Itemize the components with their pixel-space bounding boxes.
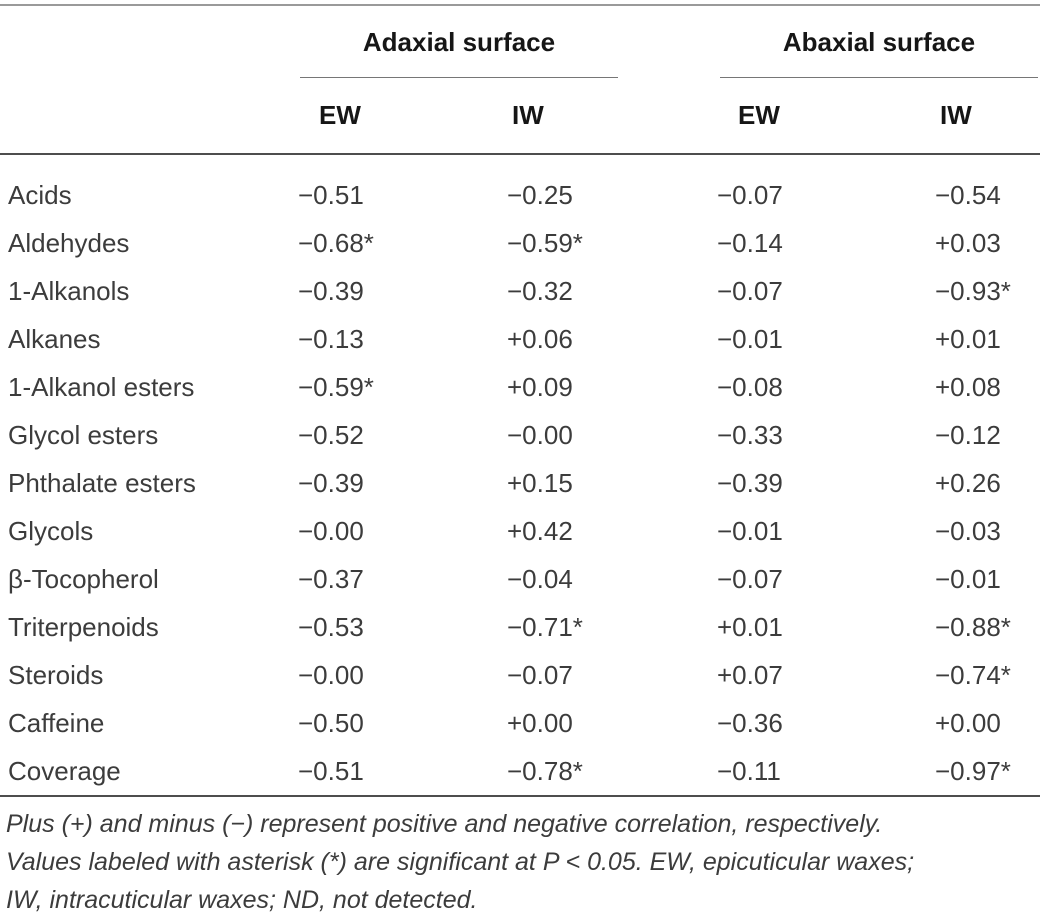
table-row: Steroids −0.00 −0.07 +0.07 −0.74*	[0, 651, 1040, 699]
footnote-line: Values labeled with asterisk (*) are sig…	[6, 848, 915, 876]
row-label: Coverage	[8, 755, 121, 786]
row-label: β-Tocopherol	[8, 563, 159, 594]
correlation-value: −0.00	[298, 515, 364, 546]
subheader-adaxial-iw: IW	[512, 100, 544, 130]
correlation-value: −0.74*	[935, 659, 1011, 690]
table-group-header-row: Adaxial surface Abaxial surface	[0, 6, 1040, 78]
correlation-value: −0.68*	[298, 227, 374, 258]
correlation-value: +0.00	[935, 707, 1001, 738]
correlation-value: +0.01	[935, 323, 1001, 354]
column-group-adaxial: Adaxial surface	[298, 6, 717, 78]
subheader-adaxial-ew: EW	[319, 100, 361, 130]
table-header-rule	[0, 153, 1040, 155]
table-row: Caffeine −0.50 +0.00 −0.36 +0.00	[0, 699, 1040, 747]
row-label: Caffeine	[8, 707, 105, 738]
table-row: Glycols −0.00 +0.42 −0.01 −0.03	[0, 507, 1040, 555]
correlation-value: +0.15	[507, 467, 573, 498]
column-group-abaxial: Abaxial surface	[717, 6, 1040, 78]
table-row: Coverage −0.51 −0.78* −0.11 −0.97*	[0, 747, 1040, 795]
row-label: Glycols	[8, 515, 94, 546]
subheader-abaxial-iw: IW	[940, 100, 972, 130]
correlation-value: −0.07	[717, 563, 783, 594]
correlation-value: +0.01	[717, 611, 783, 642]
row-label: Triterpenoids	[8, 611, 159, 642]
correlation-value: −0.12	[935, 419, 1001, 450]
row-label: 1-Alkanol esters	[8, 371, 195, 402]
correlation-value: −0.53	[298, 611, 364, 642]
correlation-value: −0.36	[717, 707, 783, 738]
correlation-value: +0.42	[507, 515, 573, 546]
correlation-value: −0.33	[717, 419, 783, 450]
correlation-value: −0.01	[935, 563, 1001, 594]
correlation-value: −0.01	[717, 515, 783, 546]
column-group-adaxial-label: Adaxial surface	[300, 6, 618, 78]
table-top-rule	[0, 4, 1040, 6]
correlation-value: −0.39	[298, 467, 364, 498]
table-row: 1-Alkanol esters −0.59* +0.09 −0.08 +0.08	[0, 363, 1040, 411]
correlation-value: +0.26	[935, 467, 1001, 498]
correlation-value: −0.71*	[507, 611, 583, 642]
correlation-value: −0.50	[298, 707, 364, 738]
correlation-value: −0.08	[717, 371, 783, 402]
table-row: Glycol esters −0.52 −0.00 −0.33 −0.12	[0, 411, 1040, 459]
correlation-table: Adaxial surface Abaxial surface EW IW EW…	[0, 4, 1040, 919]
correlation-value: −0.59*	[507, 227, 583, 258]
table-row: Triterpenoids −0.53 −0.71* +0.01 −0.88*	[0, 603, 1040, 651]
correlation-value: −0.03	[935, 515, 1001, 546]
correlation-value: −0.07	[717, 275, 783, 306]
correlation-value: −0.37	[298, 563, 364, 594]
table-bottom-rule	[0, 795, 1040, 797]
row-label: Phthalate esters	[8, 467, 196, 498]
table-subheader-row: EW IW EW IW	[0, 78, 1040, 153]
correlation-value: −0.88*	[935, 611, 1011, 642]
correlation-value: −0.39	[298, 275, 364, 306]
table-footnote: Plus (+) and minus (−) represent positiv…	[0, 805, 1040, 919]
table-row: β-Tocopherol −0.37 −0.04 −0.07 −0.01	[0, 555, 1040, 603]
correlation-value: +0.03	[935, 227, 1001, 258]
correlation-value: −0.52	[298, 419, 364, 450]
row-label: 1-Alkanols	[8, 275, 130, 306]
table-row: Alkanes −0.13 +0.06 −0.01 +0.01	[0, 315, 1040, 363]
correlation-value: −0.39	[717, 467, 783, 498]
correlation-value: −0.78*	[507, 755, 583, 786]
correlation-value: +0.06	[507, 323, 573, 354]
correlation-value: −0.11	[717, 755, 781, 786]
footnote-line: Plus (+) and minus (−) represent positiv…	[6, 810, 883, 838]
correlation-value: +0.08	[935, 371, 1001, 402]
correlation-value: −0.04	[507, 563, 573, 594]
row-label: Glycol esters	[8, 419, 159, 450]
subheader-abaxial-ew: EW	[738, 100, 780, 130]
correlation-value: −0.25	[507, 179, 573, 210]
correlation-value: −0.01	[717, 323, 783, 354]
row-label: Acids	[8, 179, 72, 210]
table-row: Aldehydes −0.68* −0.59* −0.14 +0.03	[0, 219, 1040, 267]
correlation-value: −0.00	[507, 419, 573, 450]
correlation-value: −0.51	[298, 755, 364, 786]
correlation-value: −0.13	[298, 323, 364, 354]
correlation-value: +0.00	[507, 707, 573, 738]
correlation-value: +0.09	[507, 371, 573, 402]
table-row: Acids −0.51 −0.25 −0.07 −0.54	[0, 171, 1040, 219]
correlation-value: −0.51	[298, 179, 364, 210]
table-row: Phthalate esters −0.39 +0.15 −0.39 +0.26	[0, 459, 1040, 507]
correlation-value: −0.07	[717, 179, 783, 210]
table-body: Acids −0.51 −0.25 −0.07 −0.54 Aldehydes −0.68*…	[0, 155, 1040, 795]
correlation-value: −0.14	[717, 227, 783, 258]
correlation-value: −0.93*	[935, 275, 1011, 306]
correlation-value: −0.54	[935, 179, 1001, 210]
table-row: 1-Alkanols −0.39 −0.32 −0.07 −0.93*	[0, 267, 1040, 315]
correlation-value: −0.59*	[298, 371, 374, 402]
column-group-abaxial-label: Abaxial surface	[720, 6, 1038, 78]
correlation-value: −0.32	[507, 275, 573, 306]
correlation-value: −0.07	[507, 659, 573, 690]
row-label: Alkanes	[8, 323, 101, 354]
footnote-line: IW, intracuticular waxes; ND, not detect…	[6, 886, 478, 914]
correlation-value: −0.97*	[935, 755, 1011, 786]
row-label: Aldehydes	[8, 227, 130, 258]
correlation-value: +0.07	[717, 659, 783, 690]
correlation-value: −0.00	[298, 659, 364, 690]
row-label: Steroids	[8, 659, 104, 690]
